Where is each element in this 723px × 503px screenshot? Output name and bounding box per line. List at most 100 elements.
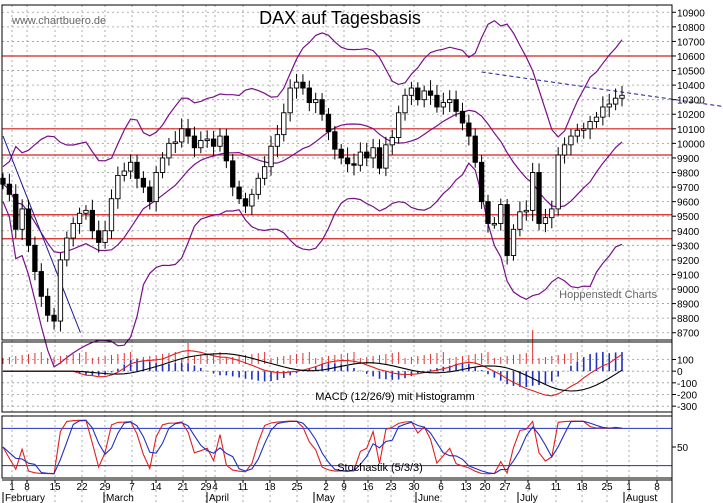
candle-body xyxy=(357,151,364,166)
x-day-label: 25 xyxy=(291,482,303,493)
macd-y-tick-label: -300 xyxy=(677,402,697,413)
y-tick-label: 10700 xyxy=(677,37,705,48)
candle-body xyxy=(51,314,57,322)
candle-body xyxy=(217,135,223,147)
candle-body xyxy=(319,99,325,115)
candle-body xyxy=(268,145,274,168)
candle-body xyxy=(64,237,70,261)
candle-body xyxy=(166,142,172,159)
candle-body xyxy=(172,141,178,144)
stochastic-y-tick-label: 50 xyxy=(677,443,689,454)
candle-body xyxy=(485,201,491,224)
x-day-label: 21 xyxy=(177,482,189,493)
x-day-label: 16 xyxy=(362,482,374,493)
candle-body xyxy=(204,138,210,141)
macd-title: MACD (12/26/9) mit Histogramm xyxy=(315,391,475,403)
y-tick-label: 9300 xyxy=(677,241,700,252)
candle-body xyxy=(121,170,127,176)
macd-y-tick-label: -200 xyxy=(677,391,697,402)
candle-body xyxy=(102,230,108,243)
candle-body xyxy=(376,147,383,169)
candle-body xyxy=(459,110,466,124)
candle-body xyxy=(198,140,204,149)
candle-body xyxy=(415,87,421,101)
x-month-label: April xyxy=(209,493,229,503)
candle-body xyxy=(300,81,306,89)
candle-body xyxy=(293,81,300,89)
candle-body xyxy=(96,230,102,243)
candle-body xyxy=(115,174,121,200)
x-day-label: 1 xyxy=(626,482,632,493)
macd-line xyxy=(3,350,623,397)
candle-body xyxy=(370,147,376,159)
candle-body xyxy=(236,186,242,200)
y-tick-label: 9700 xyxy=(677,183,700,194)
candle-body xyxy=(364,151,370,159)
candle-body xyxy=(89,209,95,232)
x-day-label: 7 xyxy=(129,482,135,493)
x-day-label: 20 xyxy=(479,482,491,493)
x-month-label: June xyxy=(418,493,440,503)
candle-body xyxy=(70,223,76,239)
candle-body xyxy=(153,172,159,203)
bollinger-upper xyxy=(2,19,623,168)
candle-body xyxy=(147,186,153,203)
candle-body xyxy=(587,121,593,130)
candle-body xyxy=(517,211,523,230)
candle-body xyxy=(523,209,529,213)
candle-body xyxy=(383,144,389,169)
candle-body xyxy=(530,172,536,211)
candle-body xyxy=(185,128,191,137)
candle-body xyxy=(510,228,517,256)
macd-y-tick-label: 0 xyxy=(677,367,683,378)
x-month-label: May xyxy=(316,493,335,503)
candle-body xyxy=(440,102,446,108)
candle-body xyxy=(619,94,625,99)
x-month-label: March xyxy=(106,493,134,503)
candle-body xyxy=(45,295,51,316)
candle-body xyxy=(281,112,287,136)
credit-label: Hoppenstedt Charts xyxy=(559,289,657,301)
candle-body xyxy=(261,166,268,179)
x-day-label: 22 xyxy=(76,482,88,493)
candle-body xyxy=(402,94,408,114)
candle-body xyxy=(447,99,453,104)
candle-body xyxy=(249,193,255,207)
candle-body xyxy=(600,106,606,118)
candle-body xyxy=(57,259,64,322)
axes: 8700880089009000910092009300940095009600… xyxy=(2,8,705,503)
x-month-label: February xyxy=(5,493,45,503)
candle-body xyxy=(568,135,574,146)
x-month-label: July xyxy=(520,493,538,503)
trendlines xyxy=(2,71,723,333)
candle-body xyxy=(0,177,6,185)
x-day-label: 4 xyxy=(212,482,218,493)
x-day-label: 8 xyxy=(654,482,660,493)
candle-body xyxy=(408,87,415,96)
candle-body xyxy=(434,94,440,108)
x-day-label: 8 xyxy=(24,482,30,493)
candle-body xyxy=(351,163,357,166)
candle-body xyxy=(325,113,332,133)
candle-body xyxy=(453,99,459,112)
x-day-label: 29 xyxy=(99,482,111,493)
candle-body xyxy=(612,97,619,105)
candle-body xyxy=(344,157,351,165)
candle-body xyxy=(606,103,612,108)
candle-body xyxy=(32,244,38,272)
macd-y-tick-label: 100 xyxy=(677,356,694,367)
candle-body xyxy=(498,204,504,224)
x-day-label: 13 xyxy=(460,482,472,493)
trendline xyxy=(2,135,81,333)
candle-body xyxy=(223,135,230,162)
x-day-label: 15 xyxy=(49,482,61,493)
signal-line xyxy=(3,353,623,392)
candle-body xyxy=(427,90,434,96)
candle-body xyxy=(536,172,542,224)
candle-body xyxy=(466,122,472,137)
candle-body xyxy=(389,137,395,146)
candle-body xyxy=(191,135,198,149)
candle-body xyxy=(108,198,115,232)
